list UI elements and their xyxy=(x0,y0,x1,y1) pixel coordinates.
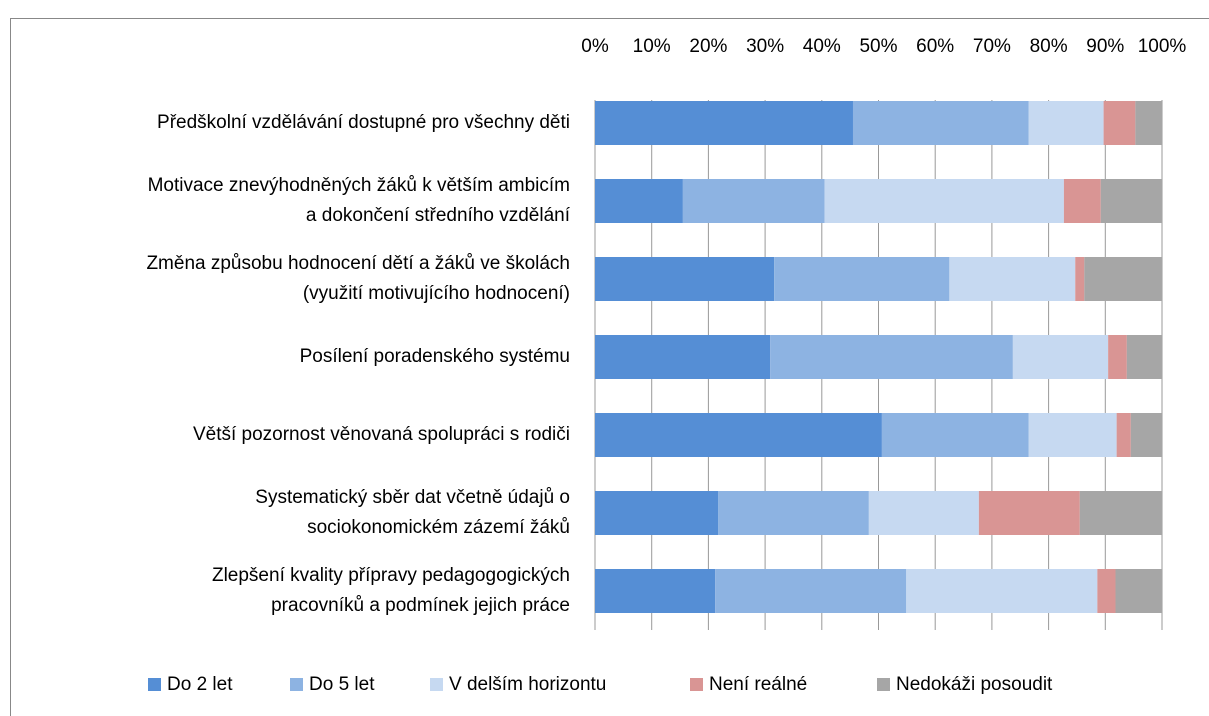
x-tick-label: 0% xyxy=(581,36,609,57)
x-tick-label: 20% xyxy=(689,36,727,57)
bar-segment xyxy=(595,335,771,379)
bar-segment xyxy=(881,413,1029,457)
legend-label: Není reálné xyxy=(709,674,807,695)
bar-segment xyxy=(595,413,882,457)
category-label: pracovníků a podmínek jejich práce xyxy=(271,595,570,616)
bar-segment xyxy=(1075,257,1085,301)
category-label: Změna způsobu hodnocení dětí a žáků ve š… xyxy=(146,253,570,274)
bar-segment xyxy=(1028,101,1104,145)
legend-label: V delším horizontu xyxy=(449,674,606,695)
bar-segment xyxy=(1108,335,1127,379)
x-tick-label: 90% xyxy=(1086,36,1124,57)
bar-segment xyxy=(1097,569,1116,613)
bar-segment xyxy=(774,257,950,301)
x-tick-label: 80% xyxy=(1030,36,1068,57)
bar-segment xyxy=(1130,413,1162,457)
legend-swatch xyxy=(290,678,303,691)
bar-segment xyxy=(1100,179,1162,223)
bar-segment xyxy=(715,569,907,613)
bar-segment xyxy=(949,257,1076,301)
bar-segment xyxy=(852,101,1029,145)
category-label: Větší pozornost věnovaná spolupráci s ro… xyxy=(193,424,570,445)
bar-segment xyxy=(868,491,979,535)
bar-segment xyxy=(906,569,1098,613)
bar-segment xyxy=(682,179,825,223)
category-label: sociokonomickém zázemí žáků xyxy=(307,517,570,538)
x-tick-label: 70% xyxy=(973,36,1011,57)
bar-segment xyxy=(595,569,716,613)
bar-segment xyxy=(595,179,683,223)
bar-segment xyxy=(595,101,853,145)
bar-segment xyxy=(595,491,719,535)
bar-segment xyxy=(1103,101,1136,145)
legend-swatch xyxy=(148,678,161,691)
x-tick-label: 10% xyxy=(633,36,671,57)
legend-label: Do 5 let xyxy=(309,674,375,695)
bar-segment xyxy=(1135,101,1162,145)
category-label: Motivace znevýhodněných žáků k větším am… xyxy=(148,175,570,196)
x-tick-label: 60% xyxy=(916,36,954,57)
bar-segment xyxy=(595,257,775,301)
legend-swatch xyxy=(877,678,890,691)
legend-swatch xyxy=(690,678,703,691)
x-tick-label: 100% xyxy=(1138,36,1187,57)
bar-segment xyxy=(1126,335,1162,379)
bar-segment xyxy=(770,335,1013,379)
bar-segment xyxy=(1116,413,1131,457)
category-label: a dokončení středního vzdělání xyxy=(306,205,571,226)
category-label: (využití motivujícího hodnocení) xyxy=(303,283,570,304)
bar-segment xyxy=(1012,335,1109,379)
bar-segment xyxy=(824,179,1064,223)
bar-segment xyxy=(1063,179,1101,223)
bar-segment xyxy=(1084,257,1162,301)
bar-segment xyxy=(1115,569,1162,613)
category-label: Zlepšení kvality přípravy pedagogogickýc… xyxy=(212,565,570,586)
bar-segment xyxy=(1079,491,1162,535)
x-tick-label: 40% xyxy=(803,36,841,57)
x-tick-label: 30% xyxy=(746,36,784,57)
bar-segment xyxy=(978,491,1080,535)
legend-swatch xyxy=(430,678,443,691)
legend-label: Nedokáži posoudit xyxy=(896,674,1053,695)
bar-segment xyxy=(718,491,869,535)
bar-segment xyxy=(1028,413,1117,457)
category-label: Systematický sběr dat včetně údajů o xyxy=(255,487,570,508)
category-label: Předškolní vzdělávání dostupné pro všech… xyxy=(157,112,570,133)
x-tick-label: 50% xyxy=(859,36,897,57)
legend-label: Do 2 let xyxy=(167,674,233,695)
category-label: Posílení poradenského systému xyxy=(300,346,570,367)
